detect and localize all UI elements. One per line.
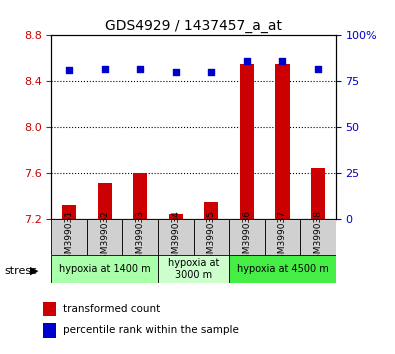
Text: stress: stress	[4, 266, 37, 276]
Text: GSM399037: GSM399037	[278, 210, 287, 265]
FancyBboxPatch shape	[122, 219, 158, 255]
FancyBboxPatch shape	[229, 219, 265, 255]
Bar	[275, 64, 290, 219]
Point	[137, 66, 143, 72]
Text: hypoxia at
3000 m: hypoxia at 3000 m	[168, 258, 219, 280]
Text: percentile rank within the sample: percentile rank within the sample	[63, 325, 239, 336]
Text: ▶: ▶	[30, 266, 38, 276]
Point	[315, 66, 321, 72]
Point	[102, 66, 108, 72]
Point	[208, 69, 214, 75]
Text: transformed count: transformed count	[63, 304, 160, 314]
FancyBboxPatch shape	[51, 219, 87, 255]
FancyBboxPatch shape	[87, 219, 122, 255]
Point	[279, 58, 286, 64]
Point	[66, 68, 72, 73]
Text: hypoxia at 1400 m: hypoxia at 1400 m	[59, 264, 150, 274]
Bar	[43, 323, 56, 338]
FancyBboxPatch shape	[158, 255, 229, 283]
Point	[244, 58, 250, 64]
FancyBboxPatch shape	[265, 219, 300, 255]
Bar	[169, 214, 183, 219]
Bar	[240, 64, 254, 219]
Bar	[311, 168, 325, 219]
Bar	[62, 205, 76, 219]
FancyBboxPatch shape	[158, 219, 194, 255]
Bar	[43, 302, 56, 316]
Text: GSM399031: GSM399031	[65, 210, 73, 265]
Bar	[98, 183, 112, 219]
FancyBboxPatch shape	[300, 219, 336, 255]
Text: GSM399035: GSM399035	[207, 210, 216, 265]
FancyBboxPatch shape	[194, 219, 229, 255]
Text: GSM399036: GSM399036	[243, 210, 251, 265]
Text: GSM399038: GSM399038	[314, 210, 322, 265]
Bar	[204, 202, 218, 219]
FancyBboxPatch shape	[51, 255, 158, 283]
Point	[173, 69, 179, 75]
Bar	[133, 173, 147, 219]
Title: GDS4929 / 1437457_a_at: GDS4929 / 1437457_a_at	[105, 19, 282, 33]
Text: hypoxia at 4500 m: hypoxia at 4500 m	[237, 264, 328, 274]
Text: GSM399032: GSM399032	[100, 210, 109, 265]
Text: GSM399034: GSM399034	[171, 210, 180, 265]
FancyBboxPatch shape	[229, 255, 336, 283]
Text: GSM399033: GSM399033	[136, 210, 145, 265]
